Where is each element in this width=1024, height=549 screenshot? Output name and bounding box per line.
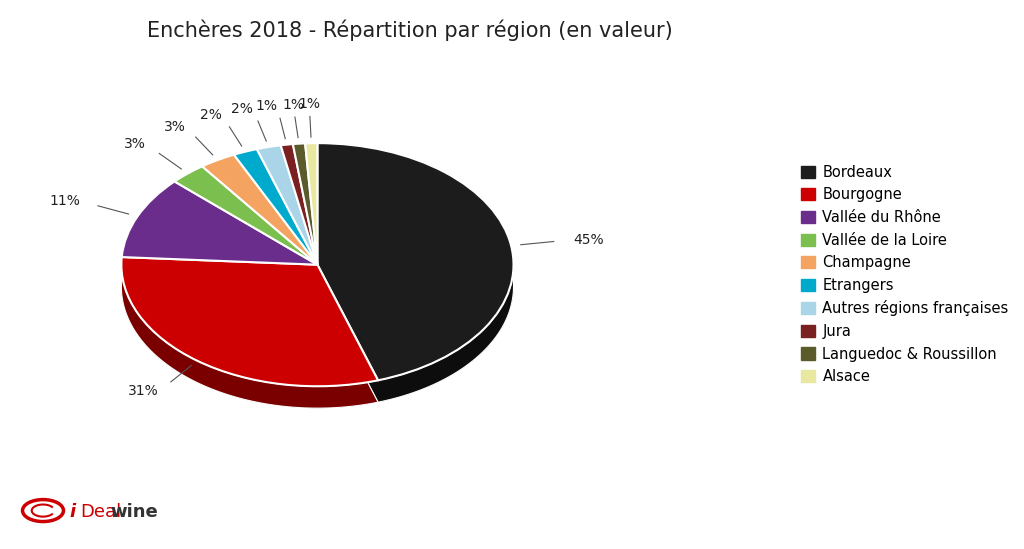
- Text: 3%: 3%: [164, 120, 185, 133]
- Wedge shape: [122, 257, 378, 386]
- Wedge shape: [305, 143, 317, 265]
- Text: 2%: 2%: [201, 109, 222, 122]
- Wedge shape: [257, 145, 317, 265]
- Text: 31%: 31%: [128, 384, 159, 399]
- Wedge shape: [281, 144, 317, 265]
- Wedge shape: [293, 143, 317, 265]
- Text: 2%: 2%: [231, 102, 253, 116]
- Text: Enchères 2018 - Répartition par région (en valeur): Enchères 2018 - Répartition par région (…: [146, 19, 673, 41]
- Text: 45%: 45%: [573, 233, 604, 247]
- Wedge shape: [233, 149, 317, 265]
- Text: 1%: 1%: [282, 98, 304, 112]
- Text: wine: wine: [111, 503, 159, 520]
- Ellipse shape: [122, 165, 513, 408]
- Wedge shape: [202, 155, 317, 265]
- Text: i: i: [70, 503, 76, 520]
- Text: 3%: 3%: [124, 137, 146, 152]
- Wedge shape: [317, 143, 513, 380]
- Text: Deal: Deal: [80, 503, 121, 520]
- Text: 1%: 1%: [298, 97, 321, 111]
- Polygon shape: [122, 265, 378, 408]
- Wedge shape: [174, 166, 317, 265]
- Text: 11%: 11%: [49, 194, 80, 208]
- Text: 1%: 1%: [255, 99, 276, 113]
- Wedge shape: [122, 182, 317, 265]
- Polygon shape: [317, 265, 513, 402]
- Legend: Bordeaux, Bourgogne, Vallée du Rhône, Vallée de la Loire, Champagne, Etrangers, : Bordeaux, Bourgogne, Vallée du Rhône, Va…: [798, 162, 1012, 387]
